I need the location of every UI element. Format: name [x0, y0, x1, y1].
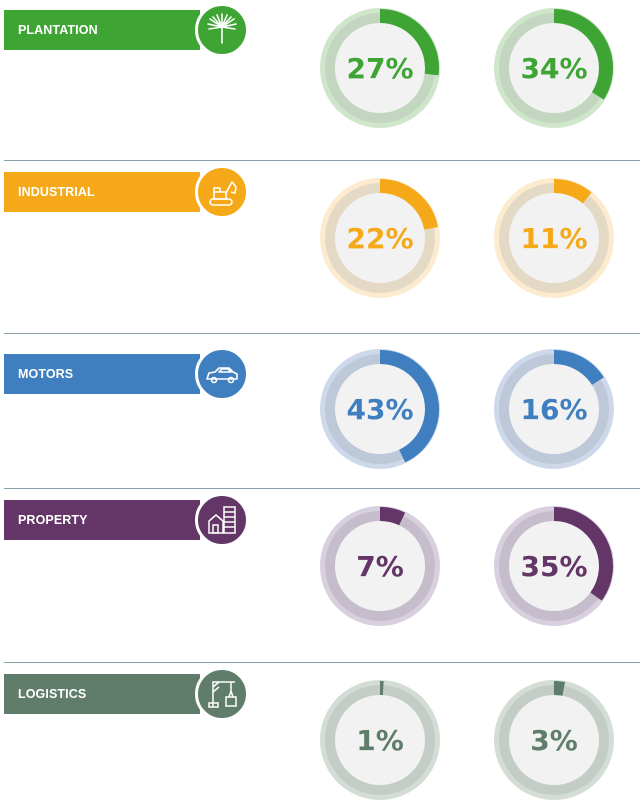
segment-label-property: PROPERTY — [18, 513, 88, 527]
segment-banner-plantation: PLANTATION — [4, 10, 200, 50]
donut-plantation-1: 27% — [318, 6, 442, 130]
car-icon — [195, 347, 249, 401]
segment-banner-property: PROPERTY — [4, 500, 200, 540]
segment-label-industrial: INDUSTRIAL — [18, 185, 95, 199]
donut-value-label: 34% — [520, 52, 587, 85]
donut-logistics-1: 1% — [318, 678, 442, 802]
donut-value-label: 43% — [346, 393, 413, 426]
segment-banner-logistics: LOGISTICS — [4, 674, 200, 714]
crane-icon — [195, 667, 249, 721]
segment-label-plantation: PLANTATION — [18, 23, 98, 37]
donut-value-label: 7% — [356, 550, 404, 583]
palm-leaf-icon — [195, 3, 249, 57]
donut-value-label: 11% — [520, 222, 587, 255]
donut-industrial-1: 22% — [318, 176, 442, 300]
segment-banner-motors: MOTORS — [4, 354, 200, 394]
donut-arc-logistics-2 — [554, 688, 564, 689]
donut-value-label: 22% — [346, 222, 413, 255]
donut-motors-2: 16% — [492, 347, 616, 471]
donut-value-label: 16% — [520, 393, 587, 426]
donut-logistics-2: 3% — [492, 678, 616, 802]
donut-value-label: 3% — [530, 724, 578, 757]
donut-value-label: 35% — [520, 550, 587, 583]
donut-value-label: 27% — [346, 52, 413, 85]
section-divider — [4, 160, 640, 161]
section-divider — [4, 662, 640, 663]
donut-industrial-2: 11% — [492, 176, 616, 300]
section-divider — [4, 333, 640, 334]
donut-arc-property-1 — [380, 514, 402, 519]
buildings-icon — [195, 493, 249, 547]
donut-value-label: 1% — [356, 724, 404, 757]
segment-banner-industrial: INDUSTRIAL — [4, 172, 200, 212]
excavator-icon — [195, 165, 249, 219]
donut-property-2: 35% — [492, 504, 616, 628]
donut-motors-1: 43% — [318, 347, 442, 471]
donut-property-1: 7% — [318, 504, 442, 628]
segment-label-logistics: LOGISTICS — [18, 687, 86, 701]
donut-plantation-2: 34% — [492, 6, 616, 130]
segment-label-motors: MOTORS — [18, 367, 73, 381]
section-divider — [4, 488, 640, 489]
